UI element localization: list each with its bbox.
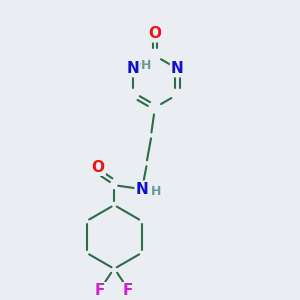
Text: F: F xyxy=(123,283,133,298)
Text: F: F xyxy=(95,283,105,298)
Text: H: H xyxy=(141,59,152,72)
Text: N: N xyxy=(136,182,148,197)
Text: H: H xyxy=(151,184,161,198)
Text: O: O xyxy=(92,160,105,175)
Text: N: N xyxy=(126,61,139,76)
Text: N: N xyxy=(171,61,184,76)
Text: O: O xyxy=(148,26,161,41)
